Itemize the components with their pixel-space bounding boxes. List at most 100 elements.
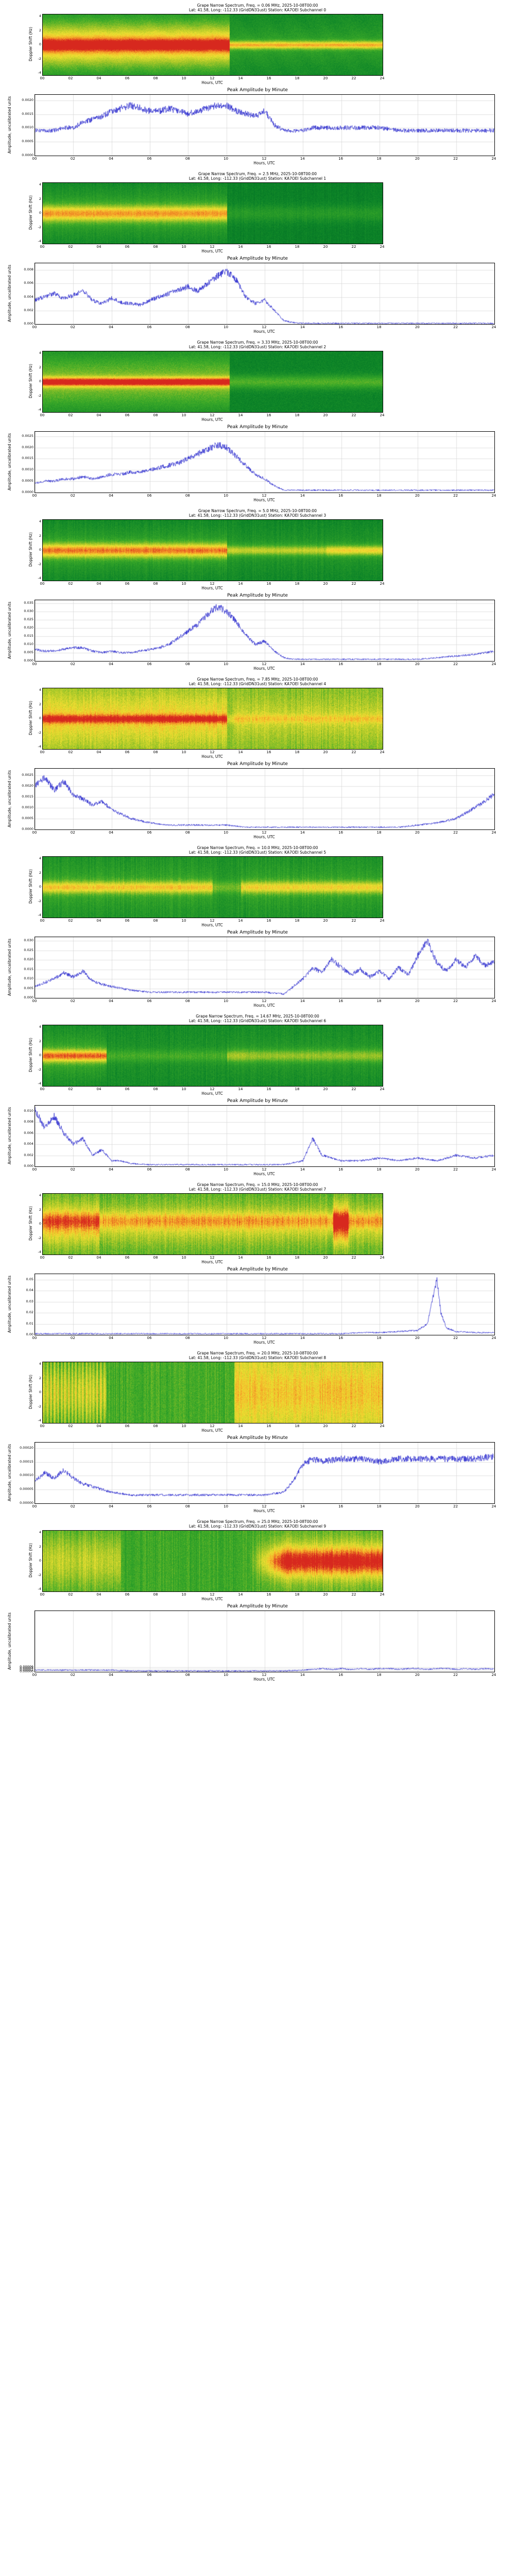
amplitude-xtick-7-6: 12 xyxy=(262,1336,267,1340)
spectrogram-xlabel-9: Hours, UTC xyxy=(201,1597,223,1601)
amplitude-ytick-0-4: 0.0020 xyxy=(22,97,33,102)
amplitude-xtick-2-12: 24 xyxy=(491,494,496,498)
spectrogram-xtick-1-3: 06 xyxy=(125,245,130,249)
spectrogram-xtick-9-8: 16 xyxy=(266,1592,271,1597)
amplitude-xtick-2-5: 10 xyxy=(224,494,229,498)
spectrogram-xtick-1-4: 08 xyxy=(153,245,158,249)
spectrogram-canvas-1 xyxy=(42,182,383,244)
spectrogram-xtick-7-10: 20 xyxy=(323,1256,328,1260)
amplitude-ytick-3-3: 0.015 xyxy=(24,634,33,638)
amplitude-xtick-9-7: 14 xyxy=(300,1673,305,1677)
amplitude-xtick-8-8: 16 xyxy=(338,1504,344,1509)
amplitude-xtick-1-7: 14 xyxy=(300,325,305,329)
spectrogram-xtick-5-4: 08 xyxy=(153,919,158,923)
spectrogram-xtick-5-3: 06 xyxy=(125,919,130,923)
spectrogram-block-6: Grape Narrow Spectrum, Freq. = 14.67 MHz… xyxy=(0,1011,515,1096)
amplitude-xtick-3-5: 10 xyxy=(224,662,229,666)
amplitude-xtick-3-4: 08 xyxy=(185,662,190,666)
spectrogram-xtick-4-3: 06 xyxy=(125,750,130,754)
spectrogram-ytick-6-0: 4 xyxy=(39,1025,41,1029)
amplitude-xtick-7-7: 14 xyxy=(300,1336,305,1340)
amplitude-xtick-3-10: 20 xyxy=(415,662,420,666)
amplitude-ytick-7-3: 0.03 xyxy=(26,1299,33,1303)
amplitude-xtick-2-3: 06 xyxy=(147,494,152,498)
spectrogram-xtick-9-12: 24 xyxy=(380,1592,385,1597)
spectrogram-xtick-3-1: 02 xyxy=(68,582,73,586)
amplitude-ytick-4-3: 0.0015 xyxy=(22,794,33,799)
spectrogram-xtick-6-11: 22 xyxy=(351,1087,356,1091)
amplitude-ytick-9-3: 0.00006 xyxy=(20,1664,33,1669)
amplitude-xtick-8-4: 08 xyxy=(185,1504,190,1509)
spectrogram-xtick-6-9: 18 xyxy=(295,1087,300,1091)
amplitude-xtick-9-3: 06 xyxy=(147,1673,152,1677)
spectrogram-ytick-5-0: 4 xyxy=(39,856,41,860)
spectrogram-title-3: Grape Narrow Spectrum, Freq. = 5.0 MHz, … xyxy=(198,509,317,513)
amplitude-xtick-8-1: 02 xyxy=(70,1504,75,1509)
spectrogram-xtick-3-9: 18 xyxy=(295,582,300,586)
amplitude-ytick-1-3: 0.006 xyxy=(24,281,33,285)
spectrogram-xtick-1-7: 14 xyxy=(238,245,243,249)
spectrogram-title-1: Grape Narrow Spectrum, Freq. = 2.5 MHz, … xyxy=(198,172,317,176)
spectrogram-title-5: Grape Narrow Spectrum, Freq. = 10.0 MHz,… xyxy=(197,845,318,850)
amplitude-xtick-6-3: 06 xyxy=(147,1167,152,1172)
spectrogram-xtick-3-12: 24 xyxy=(380,582,385,586)
amplitude-xtick-4-10: 20 xyxy=(415,831,420,835)
spectrogram-xtick-7-1: 02 xyxy=(68,1256,73,1260)
amplitude-xtick-4-2: 04 xyxy=(109,831,114,835)
spectrogram-xlabel-6: Hours, UTC xyxy=(201,1091,223,1096)
spectrogram-xtick-8-6: 12 xyxy=(210,1424,215,1428)
amplitude-ylabel-6: Amplitude, uncalibrated units xyxy=(7,1107,12,1164)
amplitude-ytick-6-2: 0.004 xyxy=(24,1142,33,1146)
amplitude-xtick-7-9: 18 xyxy=(376,1336,382,1340)
amplitude-ytick-6-3: 0.006 xyxy=(24,1130,33,1135)
amplitude-ylabel-7: Amplitude, uncalibrated units xyxy=(7,1275,12,1333)
spectrogram-block-0: Grape Narrow Spectrum, Freq. = 0.06 MHz,… xyxy=(0,0,515,85)
amplitude-xtick-4-3: 06 xyxy=(147,831,152,835)
amplitude-xtick-6-12: 24 xyxy=(491,1167,496,1172)
amplitude-xtick-0-7: 14 xyxy=(300,157,305,161)
amplitude-xtick-0-4: 08 xyxy=(185,157,190,161)
spectrogram-title-4: Grape Narrow Spectrum, Freq. = 7.85 MHz,… xyxy=(197,677,318,682)
amplitude-ytick-0-1: 0.0005 xyxy=(22,139,33,144)
amplitude-xlabel-1: Hours, UTC xyxy=(253,329,275,334)
spectrogram-canvas-0 xyxy=(42,14,383,76)
amplitude-xtick-1-8: 16 xyxy=(338,325,344,329)
amplitude-xtick-7-1: 02 xyxy=(70,1336,75,1340)
amplitude-canvas-1 xyxy=(35,263,495,325)
amplitude-xtick-7-12: 24 xyxy=(491,1336,496,1340)
amplitude-ytick-9-2: 0.00004 xyxy=(20,1666,33,1670)
spectrogram-xtick-0-2: 04 xyxy=(96,76,101,80)
amplitude-ytick-3-2: 0.010 xyxy=(24,642,33,647)
spectrogram-ytick-4-0: 4 xyxy=(39,688,41,692)
spectrogram-xtick-5-10: 20 xyxy=(323,919,328,923)
amplitude-ytick-5-1: 0.005 xyxy=(24,986,33,990)
spectrogram-xtick-2-12: 24 xyxy=(380,413,385,417)
amplitude-xtick-0-1: 02 xyxy=(70,157,75,161)
amplitude-xtick-3-6: 12 xyxy=(262,662,267,666)
spectrogram-block-9: Grape Narrow Spectrum, Freq. = 25.0 MHz,… xyxy=(0,1516,515,1601)
spectrogram-xtick-1-2: 04 xyxy=(96,245,101,249)
amplitude-ytick-3-5: 0.025 xyxy=(24,617,33,622)
amplitude-ytick-5-4: 0.020 xyxy=(24,957,33,962)
spectrogram-ytick-2-2: 0 xyxy=(39,379,41,383)
amplitude-xlabel-0: Hours, UTC xyxy=(253,161,275,165)
amplitude-canvas-2 xyxy=(35,431,495,493)
amplitude-xtick-9-12: 24 xyxy=(491,1673,496,1677)
spectrogram-xtick-9-5: 10 xyxy=(181,1592,186,1597)
spectrogram-xtick-1-5: 10 xyxy=(181,245,186,249)
amplitude-xtick-4-0: 00 xyxy=(32,831,37,835)
amplitude-xtick-0-6: 12 xyxy=(262,157,267,161)
amplitude-block-3: Peak Amplitude by Minute Amplitude, uncal… xyxy=(0,590,515,671)
spectrogram-subtitle-7: Lat: 41.58, Long: -112.33 (GridDN31ust) … xyxy=(188,1187,327,1192)
amplitude-xtick-1-4: 08 xyxy=(185,325,190,329)
spectrogram-ytick-1-2: 0 xyxy=(39,211,41,215)
amplitude-ylabel-4: Amplitude, uncalibrated units xyxy=(7,770,12,827)
spectrogram-ytick-7-1: 2 xyxy=(39,1207,41,1212)
spectrogram-block-2: Grape Narrow Spectrum, Freq. = 3.33 MHz,… xyxy=(0,337,515,422)
spectrogram-ytick-5-1: 2 xyxy=(39,870,41,875)
spectrogram-xtick-7-3: 06 xyxy=(125,1256,130,1260)
spectrogram-xtick-3-7: 14 xyxy=(238,582,243,586)
spectrogram-ylabel-3: Doppler Shift (Hz) xyxy=(28,532,33,567)
amplitude-xlabel-7: Hours, UTC xyxy=(253,1340,275,1345)
amplitude-xlabel-8: Hours, UTC xyxy=(253,1509,275,1513)
